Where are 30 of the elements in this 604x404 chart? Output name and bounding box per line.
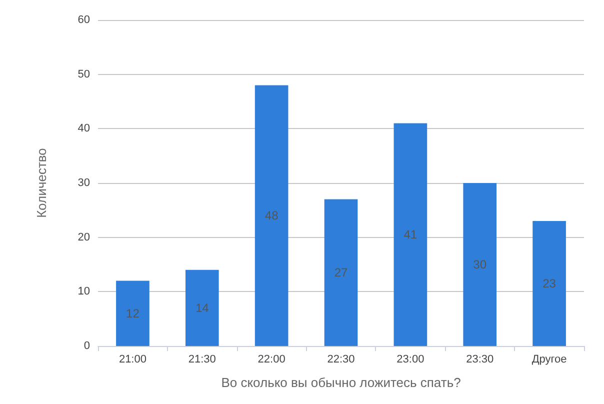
bar <box>116 280 150 346</box>
x-axis-title: Во сколько вы обычно ложитесь спать? <box>221 375 461 390</box>
bar <box>463 183 497 346</box>
data-label: 12 <box>126 306 140 320</box>
y-tick-label: 50 <box>78 68 90 80</box>
x-tick-label: 22:00 <box>258 354 286 366</box>
data-label: 14 <box>195 300 210 315</box>
data-label: 30 <box>473 258 487 272</box>
y-tick-label: 60 <box>78 14 90 26</box>
x-tick-label: 21:00 <box>118 354 146 366</box>
y-tick-label: 20 <box>78 231 90 244</box>
x-tick-label: Другое <box>532 354 567 366</box>
data-label: 23 <box>542 276 556 291</box>
x-tick-label: 23:00 <box>396 354 424 366</box>
y-tick-label: 0 <box>84 340 90 352</box>
x-tick-label: 21:30 <box>188 354 216 366</box>
y-tick-label: 10 <box>78 286 90 298</box>
y-tick-label: 30 <box>78 177 90 189</box>
bar <box>324 199 358 346</box>
bar <box>394 123 428 346</box>
x-tick-label: 23:30 <box>466 354 494 366</box>
data-label: 48 <box>264 208 279 223</box>
x-tick-label: 22:30 <box>327 354 355 366</box>
data-label: 41 <box>404 228 418 242</box>
y-tick-label: 40 <box>78 122 90 135</box>
y-axis-title: Количество <box>34 148 49 218</box>
bar <box>532 221 566 346</box>
data-label: 27 <box>334 266 348 280</box>
bar <box>185 270 219 346</box>
bar <box>254 85 288 346</box>
